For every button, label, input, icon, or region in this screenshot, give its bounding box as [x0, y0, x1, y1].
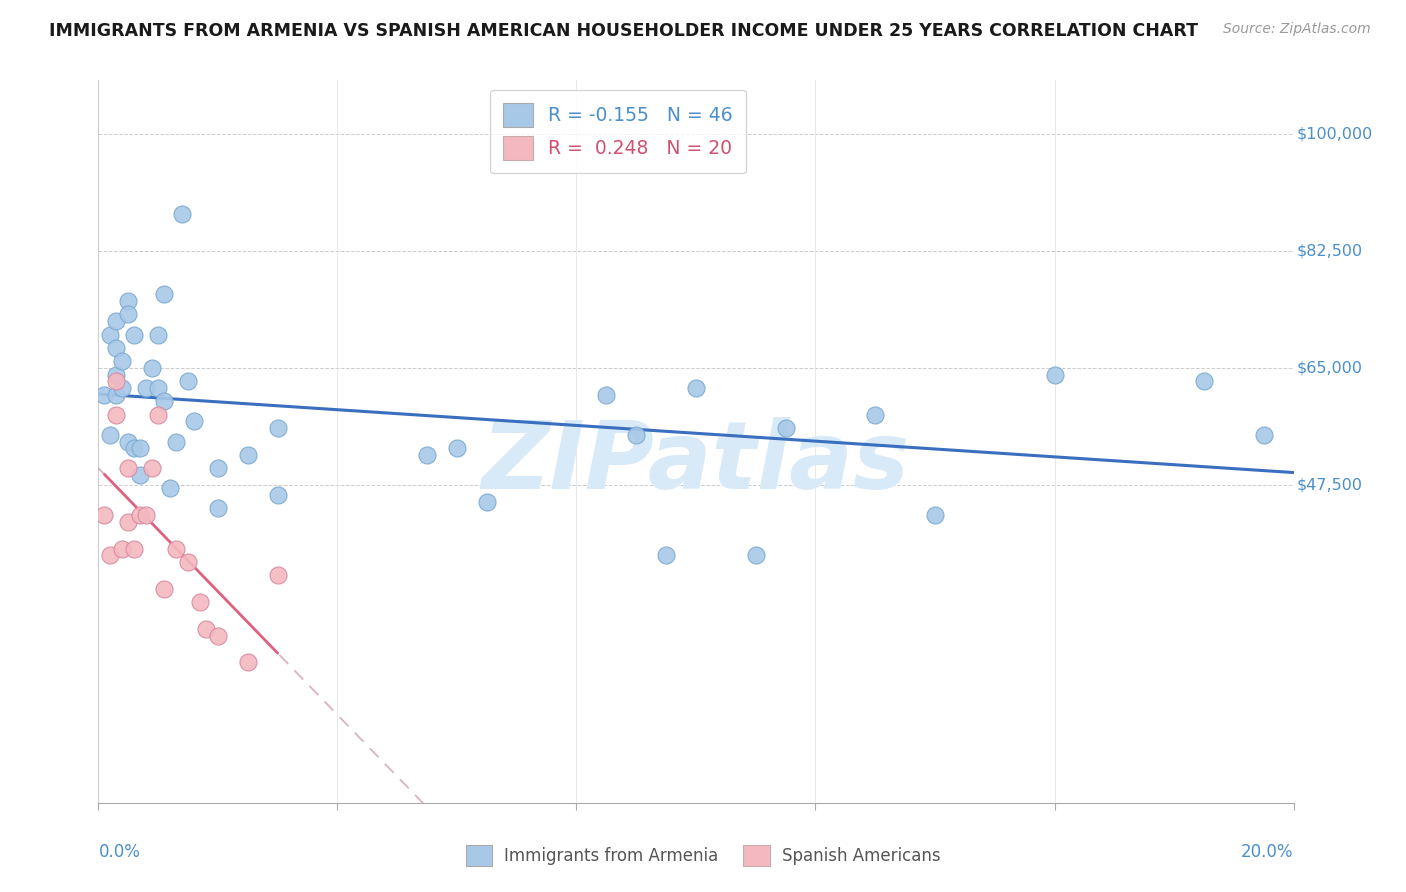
Point — [172, 207, 194, 221]
Point — [129, 467, 152, 482]
Point — [148, 408, 170, 422]
Point — [105, 341, 128, 355]
Point — [129, 508, 152, 523]
Point — [685, 381, 707, 395]
Point — [267, 488, 290, 502]
Point — [745, 548, 768, 563]
Text: $65,000: $65,000 — [1298, 360, 1362, 376]
Point — [124, 441, 146, 455]
Point — [141, 361, 163, 376]
Point — [98, 327, 122, 342]
Text: 20.0%: 20.0% — [1241, 843, 1294, 861]
Point — [141, 461, 163, 475]
Point — [111, 354, 134, 368]
Point — [207, 501, 229, 516]
Point — [98, 548, 122, 563]
Point — [93, 387, 115, 401]
Point — [117, 307, 139, 321]
Point — [475, 494, 498, 508]
Point — [183, 414, 205, 428]
Legend: R = -0.155   N = 46, R =  0.248   N = 20: R = -0.155 N = 46, R = 0.248 N = 20 — [491, 90, 747, 173]
Point — [93, 508, 115, 523]
Point — [924, 508, 946, 523]
Point — [236, 448, 259, 462]
Text: ZIPatlas: ZIPatlas — [482, 417, 910, 509]
Point — [195, 622, 218, 636]
Point — [105, 375, 128, 389]
Legend: Immigrants from Armenia, Spanish Americans: Immigrants from Armenia, Spanish America… — [460, 838, 946, 873]
Point — [117, 434, 139, 449]
Text: Source: ZipAtlas.com: Source: ZipAtlas.com — [1223, 22, 1371, 37]
Point — [105, 368, 128, 382]
Point — [655, 548, 678, 563]
Point — [124, 327, 146, 342]
Point — [1192, 375, 1215, 389]
Point — [165, 541, 187, 556]
Point — [236, 655, 259, 669]
Point — [111, 381, 134, 395]
Point — [117, 461, 139, 475]
Point — [117, 515, 139, 529]
Point — [98, 427, 122, 442]
Point — [775, 421, 797, 435]
Point — [159, 482, 181, 496]
Point — [1253, 427, 1275, 442]
Point — [135, 381, 157, 395]
Text: IMMIGRANTS FROM ARMENIA VS SPANISH AMERICAN HOUSEHOLDER INCOME UNDER 25 YEARS CO: IMMIGRANTS FROM ARMENIA VS SPANISH AMERI… — [49, 22, 1198, 40]
Point — [188, 595, 211, 609]
Text: $100,000: $100,000 — [1298, 127, 1374, 141]
Point — [105, 387, 128, 401]
Point — [177, 555, 200, 569]
Point — [177, 375, 200, 389]
Point — [153, 582, 176, 596]
Point — [267, 568, 290, 582]
Point — [626, 427, 648, 442]
Point — [153, 394, 176, 409]
Point — [148, 381, 170, 395]
Text: $82,500: $82,500 — [1298, 244, 1364, 259]
Point — [111, 541, 134, 556]
Point — [105, 408, 128, 422]
Point — [135, 508, 157, 523]
Point — [105, 314, 128, 328]
Point — [207, 461, 229, 475]
Point — [267, 421, 290, 435]
Text: 0.0%: 0.0% — [98, 843, 141, 861]
Point — [124, 541, 146, 556]
Point — [865, 408, 887, 422]
Point — [595, 387, 617, 401]
Point — [207, 628, 229, 642]
Point — [129, 441, 152, 455]
Point — [1043, 368, 1066, 382]
Point — [165, 434, 187, 449]
Point — [446, 441, 468, 455]
Point — [148, 327, 170, 342]
Point — [416, 448, 439, 462]
Text: $47,500: $47,500 — [1298, 477, 1362, 492]
Point — [153, 287, 176, 301]
Point — [117, 293, 139, 308]
